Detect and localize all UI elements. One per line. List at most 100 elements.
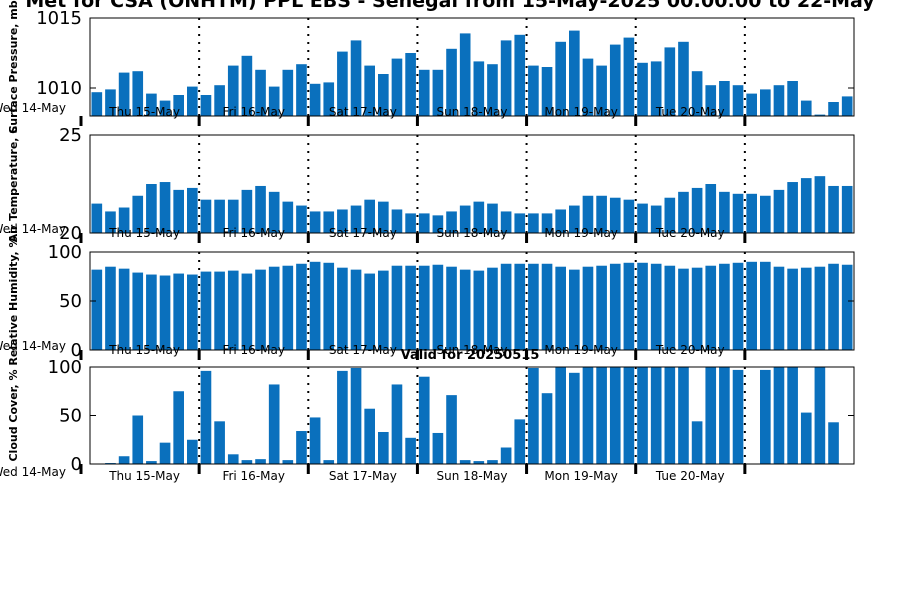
bar — [555, 41, 566, 116]
bar — [828, 102, 839, 116]
bar — [569, 269, 580, 350]
bar — [773, 266, 785, 350]
bar — [364, 408, 375, 464]
bar — [787, 367, 798, 464]
bar — [132, 195, 144, 233]
bar — [323, 211, 335, 233]
bar — [187, 86, 198, 116]
bar — [500, 447, 512, 464]
bar — [227, 199, 239, 233]
bar — [487, 267, 498, 350]
bar — [719, 367, 730, 464]
bar — [350, 367, 362, 464]
bar — [828, 422, 839, 464]
bar — [337, 51, 348, 116]
bar — [528, 263, 539, 350]
panel-3: 0 50 100 Relative Humidity, %Wed 14-May Thu … — [0, 236, 855, 366]
bar — [296, 263, 307, 350]
y-axis-label: Surface Pressure, mb — [7, 0, 20, 133]
bar — [132, 272, 144, 350]
xtick-label: Wed 14-May — [0, 222, 66, 236]
ytick-label: 50 — [59, 291, 82, 312]
bar — [623, 37, 635, 116]
bar — [596, 65, 607, 116]
xtick-label: Sun 18-May — [436, 226, 507, 240]
bar — [241, 55, 253, 116]
bar — [719, 81, 730, 116]
bar — [132, 71, 144, 116]
bar — [91, 269, 103, 350]
bar — [418, 376, 430, 464]
bar — [268, 384, 280, 464]
bar — [405, 213, 416, 233]
bar — [609, 367, 621, 464]
bar — [664, 47, 676, 116]
bar — [432, 69, 444, 116]
bar — [664, 197, 676, 233]
xtick-label: Mon 19-May — [544, 469, 618, 483]
bar — [569, 205, 580, 233]
bar — [146, 274, 157, 350]
bar — [787, 81, 798, 116]
bar — [146, 461, 157, 464]
xtick-label: Wed 14-May — [0, 101, 66, 115]
bar — [378, 74, 389, 116]
bar — [691, 71, 703, 116]
bar — [200, 199, 212, 233]
bar — [787, 182, 798, 233]
bar — [650, 61, 662, 116]
bar — [814, 266, 826, 350]
bar — [664, 265, 676, 350]
bar — [282, 265, 294, 350]
xtick-label: Thu 15-May — [108, 105, 180, 119]
xtick-label: Sat 17-May — [329, 105, 397, 119]
bar — [732, 369, 744, 464]
bar — [364, 199, 375, 233]
bar — [541, 67, 553, 116]
bar — [227, 270, 239, 350]
bar — [105, 211, 116, 233]
bar — [378, 270, 389, 350]
bar — [118, 207, 130, 233]
bar — [91, 203, 103, 233]
bar — [473, 61, 485, 116]
bar — [173, 189, 184, 233]
bar — [705, 85, 717, 116]
bar — [200, 370, 212, 464]
bar — [268, 86, 280, 116]
bar — [350, 40, 362, 116]
bar — [378, 431, 389, 464]
xtick-label: Mon 19-May — [544, 226, 618, 240]
bar — [514, 213, 526, 233]
bar — [187, 187, 198, 233]
bar — [555, 209, 566, 233]
xtick-label: Thu 15-May — [108, 469, 180, 483]
ytick-label: 50 — [59, 406, 82, 427]
xtick-label: Sat 17-May — [329, 469, 397, 483]
bar — [541, 263, 553, 350]
bar — [173, 391, 184, 464]
bar — [514, 419, 526, 464]
bar — [405, 53, 416, 116]
bar — [800, 267, 812, 350]
bar — [173, 273, 184, 350]
bar — [337, 209, 348, 233]
ytick-label: 25 — [59, 125, 82, 146]
bar — [596, 367, 607, 464]
bar — [214, 85, 225, 116]
bar — [841, 185, 853, 233]
bar — [800, 100, 812, 116]
bar — [773, 189, 785, 233]
bar — [569, 30, 580, 117]
bar — [159, 100, 171, 116]
xtick-label: Sat 17-May — [329, 343, 397, 357]
xtick-label: Fri 16-May — [222, 105, 285, 119]
bar — [705, 184, 717, 233]
bar — [678, 367, 689, 464]
bar — [459, 33, 471, 116]
bar — [514, 263, 526, 350]
bar — [405, 265, 416, 350]
bar — [214, 271, 225, 350]
bar — [732, 85, 744, 116]
